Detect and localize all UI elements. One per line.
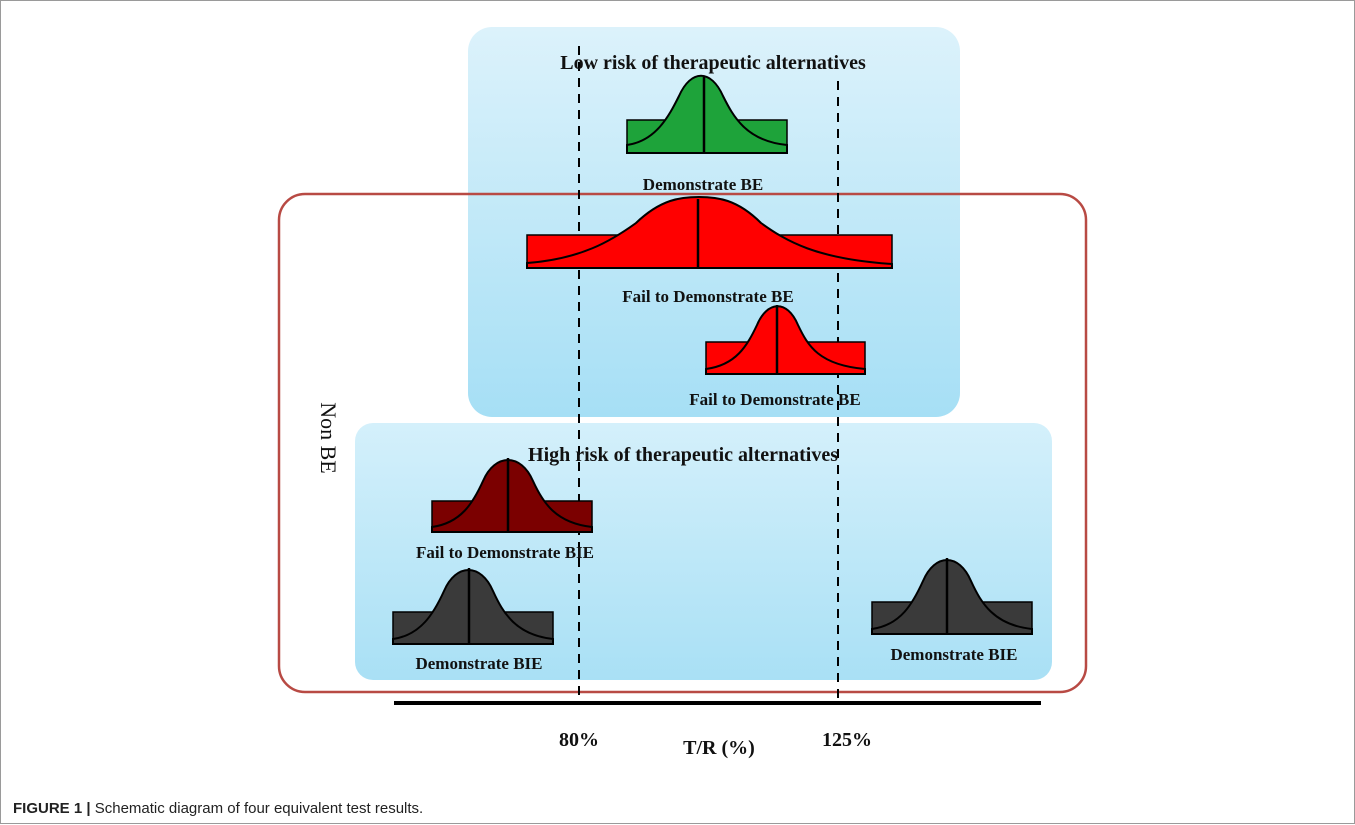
caption-text: Schematic diagram of four equivalent tes… <box>94 800 424 817</box>
upper-limit-tick: 125% <box>822 729 872 751</box>
result-fail-be-shifted <box>705 305 866 375</box>
result-label: Fail to Demonstrate BE <box>622 287 793 306</box>
result-label: Demonstrate BIE <box>415 654 542 673</box>
result-label: Demonstrate BE <box>643 175 763 194</box>
result-label: Fail to Demonstrate BIE <box>416 543 594 562</box>
result-label: Fail to Demonstrate BE <box>689 390 860 409</box>
result-label: Demonstrate BIE <box>890 645 1017 664</box>
result-fail-be-wide <box>526 195 893 269</box>
lower-limit-tick: 80% <box>559 729 599 751</box>
result-demonstrate-bie-right <box>871 558 1033 635</box>
high-risk-title: High risk of therapeutic alternatives <box>528 444 838 466</box>
non-be-label: Non BE <box>316 402 341 474</box>
caption-label: FIGURE 1 | <box>13 800 91 817</box>
x-axis-title: T/R (%) <box>683 737 755 759</box>
result-fail-bie <box>431 458 593 533</box>
low-risk-title: Low risk of therapeutic alternatives <box>560 52 866 74</box>
non-be-region <box>277 192 1088 694</box>
figure-caption: FIGURE 1 | Schematic diagram of four equ… <box>13 800 423 817</box>
result-demonstrate-bie-left <box>392 568 554 645</box>
result-demonstrate-be <box>626 75 788 154</box>
